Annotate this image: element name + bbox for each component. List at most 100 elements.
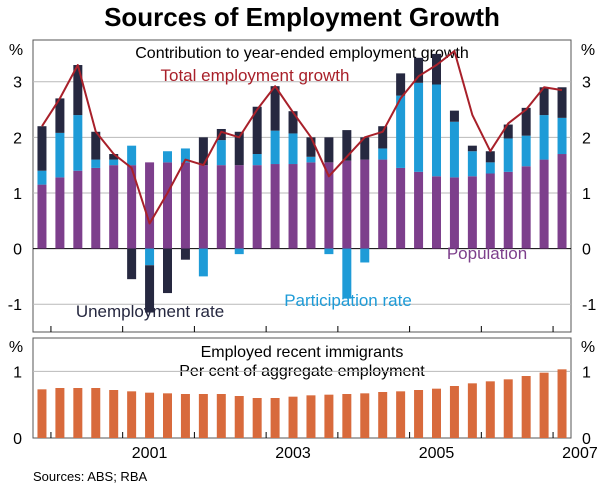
bar-immigrants <box>234 396 244 438</box>
bar-immigrants <box>180 394 190 438</box>
bottom-subtitle: Employed recent immigrants <box>201 344 404 361</box>
bar-population <box>145 162 155 249</box>
x-axis-labels: 2001 2003 2005 2007 <box>132 445 598 462</box>
bar-immigrants <box>270 398 280 438</box>
bar-unemployment <box>127 248 137 280</box>
bar-unemployment <box>91 131 101 160</box>
bar-unemployment <box>539 87 549 116</box>
bottom-y-tick-labels: 0 0 1 1 <box>13 364 591 448</box>
bar-participation <box>91 159 101 168</box>
bar-population <box>360 159 370 249</box>
bar-participation <box>432 84 441 177</box>
bar-population <box>216 165 226 249</box>
bar-participation <box>234 248 244 255</box>
bar-immigrants <box>414 390 424 438</box>
bar-immigrants <box>324 394 334 438</box>
bar-immigrants <box>198 394 208 438</box>
bar-unemployment <box>360 137 370 160</box>
bar-unemployment <box>216 128 226 141</box>
bar-immigrants <box>360 393 370 438</box>
top-unit-right: % <box>581 42 595 59</box>
bar-unemployment <box>180 248 190 260</box>
bar-participation <box>216 140 226 166</box>
bar-immigrants <box>252 398 262 438</box>
bar-unemployment <box>198 137 208 166</box>
bar-unemployment <box>306 137 316 157</box>
bottom-unit-right: % <box>581 339 595 356</box>
top-y-tick-right: 2 <box>582 130 591 147</box>
top-y-tick-labels: -1 -1 0 0 1 1 2 2 3 3 <box>8 75 597 314</box>
bar-participation <box>37 170 47 185</box>
bar-participation <box>288 133 298 165</box>
source-note: Sources: ABS; RBA <box>33 469 147 484</box>
bar-participation <box>396 95 406 168</box>
bar-population <box>414 171 424 249</box>
bar-population <box>485 173 495 249</box>
bar-population <box>521 166 531 249</box>
bar-unemployment <box>378 126 388 149</box>
top-panel-frame <box>32 39 572 333</box>
bottom-x-ticks <box>50 432 554 438</box>
bar-immigrants <box>109 390 119 438</box>
bar-immigrants <box>91 388 101 438</box>
label-unemployment-rate: Unemployment rate <box>76 302 224 321</box>
bar-immigrants <box>557 369 567 438</box>
bar-unemployment <box>270 86 280 131</box>
bottom-y-tick-right: 1 <box>582 364 591 381</box>
bottom-y-tick-left: 1 <box>13 364 22 381</box>
bar-population <box>109 165 119 249</box>
bar-population <box>467 176 477 249</box>
total-employment-line <box>41 50 563 225</box>
bar-unemployment <box>163 248 172 294</box>
bar-participation <box>145 248 155 266</box>
bar-immigrants <box>306 395 316 438</box>
bar-unemployment <box>234 131 244 166</box>
bar-unemployment <box>252 106 262 155</box>
bar-unemployment <box>449 110 459 122</box>
bar-participation <box>467 151 477 177</box>
bar-population <box>324 162 334 249</box>
label-total-employment-growth: Total employment growth <box>161 66 350 85</box>
bar-population <box>91 167 101 249</box>
bar-unemployment <box>396 73 406 96</box>
top-y-tick-right: 3 <box>582 75 591 92</box>
bar-immigrants <box>521 376 531 438</box>
bar-participation <box>414 82 424 172</box>
bar-immigrants <box>467 383 477 438</box>
top-y-tick-left: 0 <box>13 242 22 259</box>
bar-population <box>557 154 567 249</box>
bar-population <box>342 160 352 249</box>
top-y-tick-right: 1 <box>582 186 591 203</box>
bar-population <box>252 165 262 249</box>
top-x-ticks <box>50 326 554 332</box>
bar-participation <box>55 132 65 178</box>
bar-population <box>198 165 208 249</box>
bar-participation <box>360 248 370 263</box>
bar-unemployment <box>342 130 352 161</box>
x-tick-label: 2003 <box>275 445 311 462</box>
bar-unemployment <box>485 151 495 163</box>
bottom-panel: % % Employed recent immigrants Per cent … <box>9 337 595 448</box>
bottom-bars <box>37 369 567 438</box>
bar-population <box>396 167 406 249</box>
bar-participation <box>503 138 513 172</box>
bar-unemployment <box>414 57 424 83</box>
bar-population <box>73 170 83 249</box>
total-line-group <box>41 50 563 225</box>
bar-population <box>288 164 298 249</box>
bar-unemployment <box>503 124 513 139</box>
bar-population <box>180 162 190 249</box>
bar-unemployment <box>37 126 47 171</box>
bar-participation <box>180 148 190 163</box>
bar-unemployment <box>55 98 65 133</box>
label-participation-rate: Participation rate <box>284 291 412 310</box>
label-population: Population <box>447 244 527 263</box>
bar-population <box>503 171 513 249</box>
top-y-tick-left: 3 <box>13 75 22 92</box>
bar-participation <box>485 162 495 174</box>
bar-participation <box>539 115 549 160</box>
x-tick-label: 2005 <box>419 445 455 462</box>
bar-participation <box>557 117 567 155</box>
bar-immigrants <box>288 396 298 438</box>
bar-participation <box>342 248 352 299</box>
